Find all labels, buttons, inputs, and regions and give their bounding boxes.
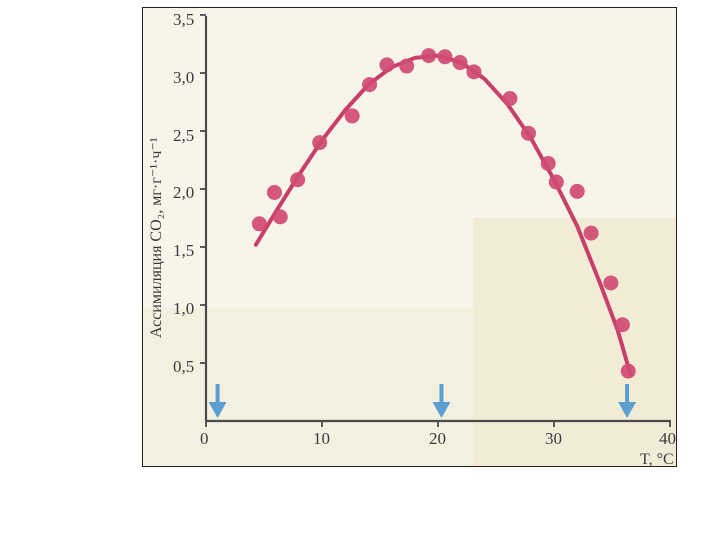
y-tick-labels: 0,5 1,0 1,5 2,0 2,5 3,0 3,5 (173, 10, 194, 376)
x-tick-label-20: 20 (429, 429, 446, 448)
data-point-3 (272, 209, 288, 225)
data-point-15 (520, 125, 536, 141)
down-arrow-icon (208, 384, 227, 418)
data-point-4 (290, 172, 306, 188)
arrow-markers-layer (208, 384, 637, 418)
x-tick-label-0: 0 (200, 429, 209, 448)
y-tick-label-2-0: 2,0 (173, 183, 194, 202)
down-arrow-icon (432, 384, 451, 418)
co2-assimilation-chart: 0,5 1,0 1,5 2,0 2,5 3,0 3,5 0 10 20 30 4… (143, 8, 676, 467)
data-point-18 (569, 183, 585, 199)
data-point-9 (399, 58, 415, 74)
data-point-6 (344, 108, 360, 124)
data-point-20 (603, 275, 619, 291)
x-tick-label-10: 10 (313, 429, 330, 448)
down-arrow-icon (618, 384, 637, 418)
x-tick-label-40: 40 (659, 429, 676, 448)
data-point-7 (362, 77, 378, 93)
y-tick-label-1-5: 1,5 (173, 241, 194, 260)
x-tick-label-30: 30 (545, 429, 562, 448)
data-point-19 (583, 225, 599, 241)
y-axis-ticks (200, 14, 206, 364)
data-point-12 (452, 55, 468, 71)
y-axis-title: Ассимиляция CO₂, мг·г⁻¹·ч⁻¹ (148, 137, 165, 338)
y-tick-label-0-5: 0,5 (173, 357, 194, 376)
data-point-11 (437, 49, 453, 65)
chart-frame: 0,5 1,0 1,5 2,0 2,5 3,0 3,5 0 10 20 30 4… (142, 7, 677, 467)
down-arrow-head (432, 402, 451, 418)
data-point-17 (548, 174, 564, 190)
data-point-14 (502, 91, 518, 107)
data-point-21 (614, 317, 630, 333)
y-tick-label-1-0: 1,0 (173, 299, 194, 318)
x-axis-title: T, °C (640, 451, 674, 467)
down-arrow-head (208, 402, 227, 418)
data-point-16 (540, 155, 556, 171)
data-point-1 (251, 216, 267, 232)
data-points-layer (251, 48, 636, 379)
data-point-8 (379, 57, 395, 73)
y-tick-label-2-5: 2,5 (173, 126, 194, 145)
x-tick-labels: 0 10 20 30 40 (200, 429, 676, 448)
y-tick-label-3-5: 3,5 (173, 10, 194, 29)
data-point-2 (266, 184, 282, 200)
data-point-13 (466, 64, 482, 80)
data-point-10 (421, 48, 437, 64)
x-axis-ticks (205, 421, 671, 427)
y-tick-label-3-0: 3,0 (173, 68, 194, 87)
down-arrow-head (618, 402, 637, 418)
data-point-5 (312, 135, 328, 151)
data-point-22 (620, 363, 636, 379)
